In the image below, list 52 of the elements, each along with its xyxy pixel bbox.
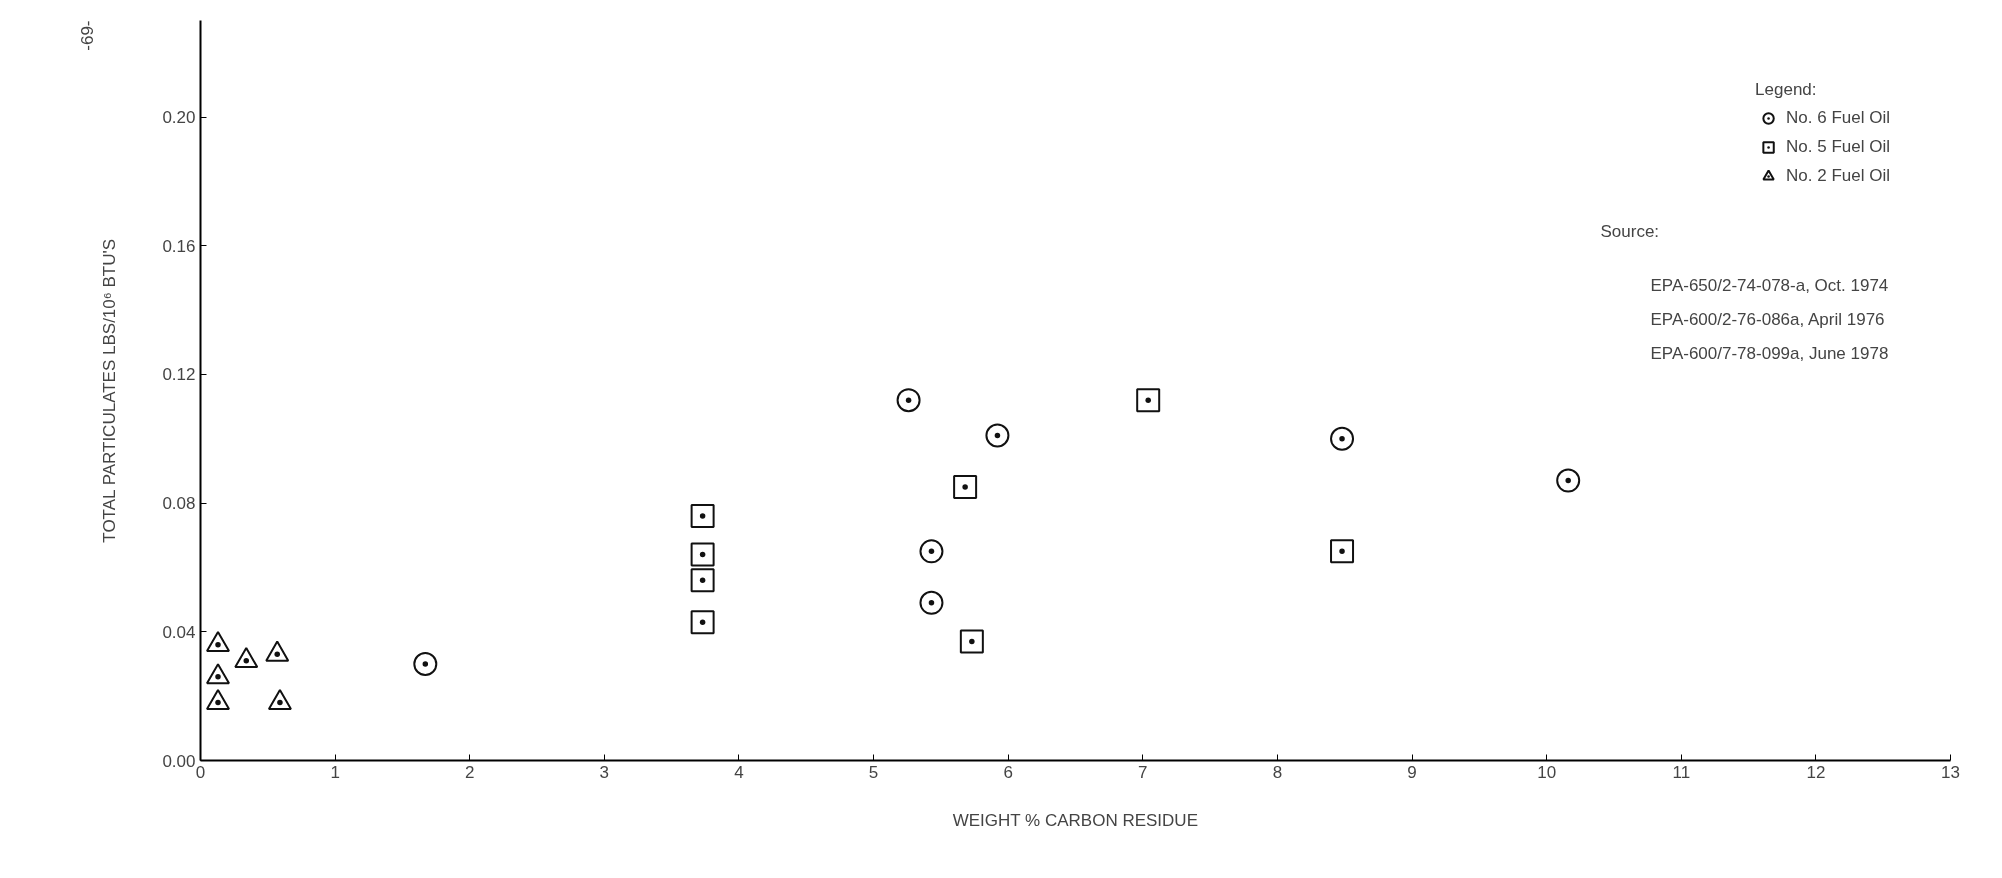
y-tick-label: 0.04 xyxy=(162,622,196,642)
point xyxy=(1330,539,1355,564)
point xyxy=(234,647,259,669)
point xyxy=(1556,468,1581,493)
y-axis-title: TOTAL PARTICULATES LBS/10⁶ BTU'S xyxy=(100,238,120,543)
legend-title: Legend: xyxy=(1755,80,1818,100)
legend-label: No. 6 Fuel Oil xyxy=(1786,108,1890,128)
x-tick-label: 4 xyxy=(734,762,744,782)
x-tick-label: 8 xyxy=(1272,762,1283,782)
x-axis-title: WEIGHT % CARBON RESIDUE xyxy=(952,810,1198,830)
x-tick-label: 6 xyxy=(1003,762,1013,782)
point xyxy=(896,388,921,413)
point xyxy=(959,629,984,654)
point xyxy=(1136,388,1161,413)
point xyxy=(919,539,944,564)
x-tick-label: 12 xyxy=(1806,762,1826,782)
y-tick-label: 0.08 xyxy=(162,494,196,514)
point xyxy=(919,590,944,615)
x-tick-label: 11 xyxy=(1672,762,1691,782)
point xyxy=(1330,426,1355,451)
annotation: EPA-600/2-76-086a, April 1976 xyxy=(1650,309,1885,329)
point xyxy=(690,568,715,593)
y-tick-label: 0.16 xyxy=(162,236,196,256)
y-tick-label: 0.00 xyxy=(162,751,196,771)
point xyxy=(690,542,715,567)
x-tick-label: 9 xyxy=(1407,762,1417,782)
point xyxy=(690,610,715,635)
x-tick-label: 2 xyxy=(465,762,475,782)
x-tick-label: 10 xyxy=(1537,762,1557,782)
y-tick-label: 0.12 xyxy=(162,365,196,385)
x-tick-label: 13 xyxy=(1941,762,1960,782)
x-tick-label: 0 xyxy=(195,762,206,782)
point xyxy=(265,640,290,662)
point xyxy=(690,503,715,528)
y-tick-label: 0.20 xyxy=(162,108,196,128)
point xyxy=(206,663,230,685)
x-tick-label: 3 xyxy=(599,762,610,782)
text: -69- xyxy=(77,20,97,51)
legend-label: No. 2 Fuel Oil xyxy=(1786,166,1890,186)
x-tick-label: 1 xyxy=(330,762,340,782)
point xyxy=(413,652,438,676)
x-tick-label: 7 xyxy=(1138,762,1148,782)
point xyxy=(206,630,230,653)
x-tick-label: 5 xyxy=(868,762,879,782)
annotation: EPA-600/7-78-099a, June 1978 xyxy=(1650,343,1889,363)
point xyxy=(267,688,292,710)
annotation: Source: xyxy=(1600,221,1660,241)
point xyxy=(953,475,978,500)
annotation: EPA-650/2-74-078-a, Oct. 1974 xyxy=(1650,275,1889,295)
point xyxy=(985,423,1010,448)
point xyxy=(206,688,230,710)
legend-label: No. 5 Fuel Oil xyxy=(1786,137,1890,157)
